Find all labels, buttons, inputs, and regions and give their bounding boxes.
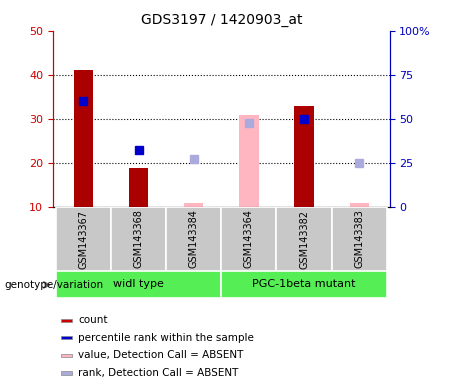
Text: GSM143367: GSM143367 <box>78 210 89 268</box>
Text: GSM143383: GSM143383 <box>354 210 364 268</box>
Text: GSM143368: GSM143368 <box>134 210 143 268</box>
Text: PGC-1beta mutant: PGC-1beta mutant <box>252 279 356 289</box>
Text: percentile rank within the sample: percentile rank within the sample <box>78 333 254 343</box>
Text: GSM143364: GSM143364 <box>244 210 254 268</box>
Bar <box>184 203 203 207</box>
Bar <box>61 336 72 339</box>
Text: widl type: widl type <box>113 279 164 289</box>
Bar <box>331 207 387 271</box>
Bar <box>61 354 72 357</box>
Bar <box>61 371 72 374</box>
Bar <box>74 70 93 207</box>
Text: genotype/variation: genotype/variation <box>5 280 104 290</box>
Bar <box>221 207 277 271</box>
Bar <box>56 271 221 298</box>
Text: GSM143382: GSM143382 <box>299 210 309 268</box>
Text: rank, Detection Call = ABSENT: rank, Detection Call = ABSENT <box>78 368 238 378</box>
Bar <box>61 319 72 322</box>
Bar <box>277 207 331 271</box>
Text: GDS3197 / 1420903_at: GDS3197 / 1420903_at <box>141 13 302 27</box>
Bar <box>239 114 259 207</box>
Bar <box>111 207 166 271</box>
Text: GSM143384: GSM143384 <box>189 210 199 268</box>
Text: count: count <box>78 315 107 325</box>
Bar <box>56 207 111 271</box>
Bar <box>129 167 148 207</box>
Bar <box>221 271 387 298</box>
Bar <box>295 106 313 207</box>
Text: value, Detection Call = ABSENT: value, Detection Call = ABSENT <box>78 350 243 360</box>
Bar <box>166 207 221 271</box>
Bar <box>349 203 369 207</box>
